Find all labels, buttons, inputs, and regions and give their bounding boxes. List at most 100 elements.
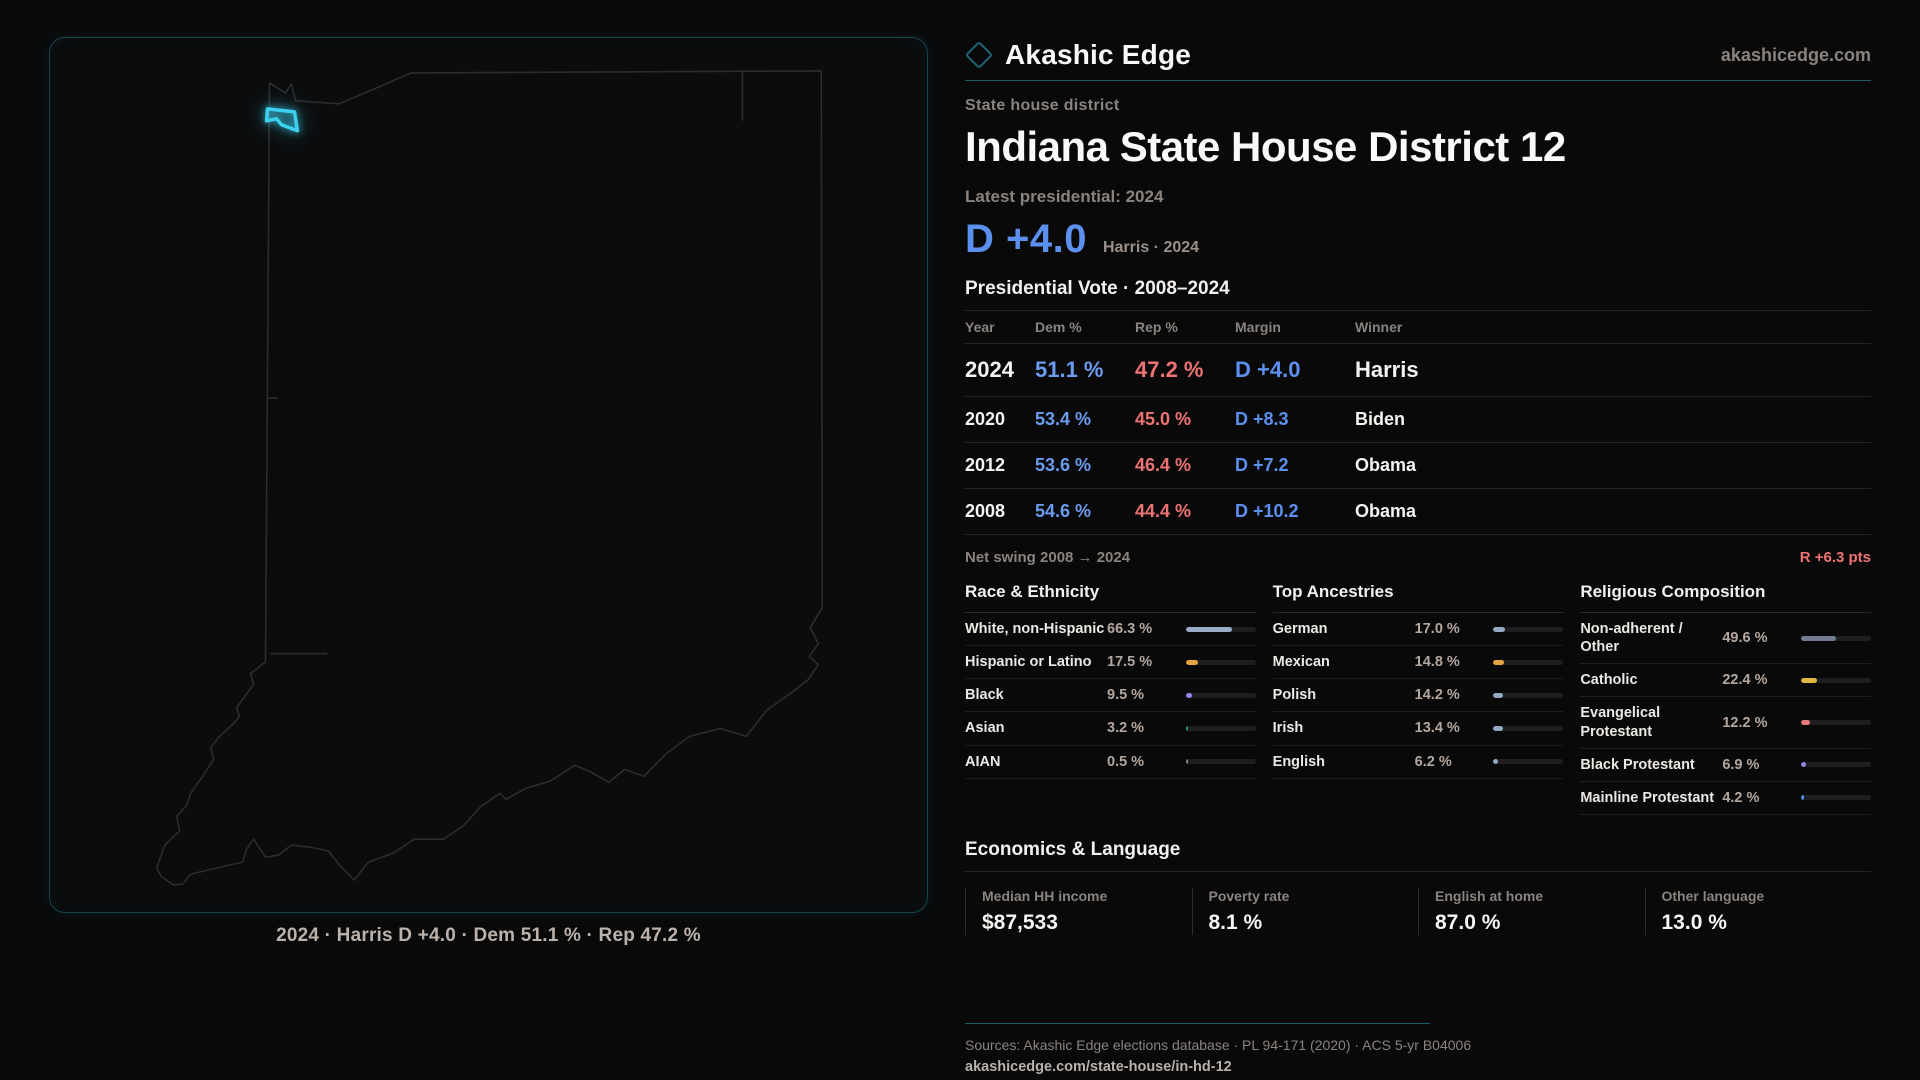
list-item: AIAN 0.5 % xyxy=(965,746,1256,779)
vote-table-header: Year Dem % Rep % Margin Winner xyxy=(965,310,1871,344)
bar-fill xyxy=(1800,720,1810,725)
item-label: Irish xyxy=(1272,720,1304,737)
cell-year: 2020 xyxy=(965,409,1006,429)
bar-track xyxy=(1493,626,1564,632)
bar-fill xyxy=(1493,759,1498,765)
stat-other-language: Other language 13.0 % xyxy=(1644,887,1872,935)
item-value: 9.5 % xyxy=(1107,687,1145,704)
race-ethnicity-column: Race & Ethnicity White, non-Hispanic 66.… xyxy=(965,582,1256,815)
cell-dem: 53.6 % xyxy=(1035,455,1092,475)
stat-value: $87,533 xyxy=(982,910,1058,934)
stat-label: Median HH income xyxy=(982,887,1108,904)
item-label: Non-adherent / Other xyxy=(1580,621,1683,656)
cell-rep: 46.4 % xyxy=(1135,455,1192,475)
item-label: Hispanic or Latino xyxy=(965,654,1092,671)
bar-fill xyxy=(1493,626,1506,632)
list-item: Black Protestant 6.9 % xyxy=(1580,749,1871,782)
section-title: Race & Ethnicity xyxy=(965,582,1256,613)
cell-winner: Obama xyxy=(1355,501,1417,521)
bar-fill xyxy=(1493,725,1503,731)
item-value: 6.2 % xyxy=(1414,753,1452,770)
item-label: White, non-Hispanic xyxy=(965,621,1105,637)
item-value: 17.0 % xyxy=(1414,621,1460,638)
cell-winner: Biden xyxy=(1355,409,1406,429)
col-year: Year xyxy=(965,319,995,335)
list-item: English 6.2 % xyxy=(1272,746,1564,779)
report-column: Akashic Edge akashicedge.com State house… xyxy=(964,0,1872,1075)
bar-fill xyxy=(1185,659,1198,665)
economics-stats: Median HH income $87,533 Poverty rate 8.… xyxy=(965,887,1872,935)
item-value: 4.2 % xyxy=(1722,789,1760,806)
demographics-grid: Race & Ethnicity White, non-Hispanic 66.… xyxy=(965,582,1871,815)
cell-dem: 53.4 % xyxy=(1035,409,1092,429)
bar-track xyxy=(1185,725,1256,731)
item-label: AIAN xyxy=(965,753,1001,770)
sources-text: Sources: Akashic Edge elections database… xyxy=(965,1036,1472,1053)
table-row: 2008 54.6 % 44.4 % D +10.2 Obama xyxy=(965,489,1871,535)
list-item: Catholic 22.4 % xyxy=(1580,664,1871,698)
brand-header: Akashic Edge akashicedge.com xyxy=(964,38,1871,72)
item-value: 17.5 % xyxy=(1107,654,1153,671)
cell-rep: 47.2 % xyxy=(1135,357,1204,382)
cell-margin: D +10.2 xyxy=(1235,501,1299,521)
item-label: Polish xyxy=(1272,687,1317,704)
bar-track xyxy=(1493,759,1564,765)
brand-domain: akashicedge.com xyxy=(1720,44,1871,65)
cell-dem: 51.1 % xyxy=(1035,357,1104,382)
brand-name: Akashic Edge xyxy=(1005,39,1192,70)
cell-rep: 44.4 % xyxy=(1135,501,1192,521)
col-winner: Winner xyxy=(1355,319,1403,335)
economics-title: Economics & Language xyxy=(965,838,1181,860)
item-value: 66.3 % xyxy=(1107,621,1153,638)
bar-track xyxy=(1800,677,1871,683)
item-label: Asian xyxy=(965,720,1005,737)
headline-margin: D +4.0 Harris · 2024 xyxy=(965,217,1871,262)
bar-track xyxy=(1185,626,1256,632)
list-item: Evangelical Protestant 12.2 % xyxy=(1580,697,1871,749)
bar-track xyxy=(1493,692,1564,698)
col-dem: Dem % xyxy=(1035,319,1082,335)
cell-winner: Obama xyxy=(1355,455,1417,475)
latest-presidential-label: Latest presidential: 2024 xyxy=(965,187,1164,206)
table-row: 2024 51.1 % 47.2 % D +4.0 Harris xyxy=(965,344,1871,397)
section-title: Religious Composition xyxy=(1580,582,1871,613)
bar-track xyxy=(1493,725,1564,731)
bar-fill xyxy=(1185,626,1233,632)
page-title: Indiana State House District 12 xyxy=(965,123,1566,170)
district-kicker: State house district xyxy=(965,97,1120,114)
bar-fill xyxy=(1800,635,1836,641)
bar-track xyxy=(1185,659,1256,665)
item-value: 14.2 % xyxy=(1414,687,1460,704)
bar-track xyxy=(1800,720,1871,725)
brand-diamond-icon xyxy=(964,40,994,70)
bar-fill xyxy=(1800,762,1806,768)
section-title: Top Ancestries xyxy=(1272,582,1564,613)
bar-fill xyxy=(1185,725,1188,731)
cell-year: 2024 xyxy=(965,357,1014,382)
vote-table-title: Presidential Vote · 2008–2024 xyxy=(965,278,1230,299)
table-row: 2020 53.4 % 45.0 % D +8.3 Biden xyxy=(965,397,1871,443)
state-map-panel xyxy=(49,37,928,913)
bar-track xyxy=(1800,635,1871,641)
bar-fill xyxy=(1185,759,1188,765)
cell-winner: Harris xyxy=(1355,357,1419,382)
list-item: Black 9.5 % xyxy=(965,679,1256,713)
item-label: Evangelical Protestant xyxy=(1580,705,1661,740)
footer-divider xyxy=(965,1022,1430,1024)
table-row: 2012 53.6 % 46.4 % D +7.2 Obama xyxy=(965,443,1871,489)
headline-margin-caption: Harris · 2024 xyxy=(1102,239,1200,256)
stat-poverty-rate: Poverty rate 8.1 % xyxy=(1191,887,1419,935)
item-value: 13.4 % xyxy=(1414,720,1460,737)
bar-fill xyxy=(1800,795,1804,801)
bar-fill xyxy=(1493,692,1504,698)
bar-track xyxy=(1185,692,1256,698)
list-item: Hispanic or Latino 17.5 % xyxy=(965,646,1256,680)
item-label: Black Protestant xyxy=(1580,756,1695,773)
item-value: 3.2 % xyxy=(1107,720,1145,737)
vote-table: Year Dem % Rep % Margin Winner 2024 51.1… xyxy=(965,310,1871,535)
cell-year: 2008 xyxy=(965,501,1006,521)
indiana-outline xyxy=(155,70,824,886)
list-item: Polish 14.2 % xyxy=(1272,679,1564,713)
item-label: Mexican xyxy=(1272,654,1330,671)
